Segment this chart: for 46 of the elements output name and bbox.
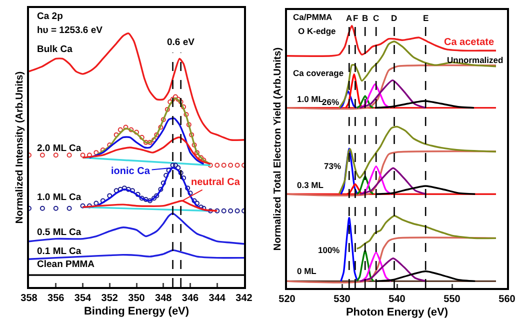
x-tick-label: 358: [20, 293, 38, 304]
annotation: 100%: [318, 245, 340, 255]
annotation: 0 ML: [297, 266, 316, 276]
annotation: Clean PMMA: [37, 259, 95, 270]
x-tick-label: 346: [182, 293, 200, 304]
x-tick-label: 520: [278, 294, 296, 305]
annotation: Unnormalized: [447, 55, 504, 65]
annotation: 2.0 ML Ca: [37, 143, 82, 154]
text: Ca 2p: [37, 11, 64, 22]
x-tick-label: 540: [388, 294, 406, 305]
x-tick-label: 344: [208, 293, 226, 304]
x-tick-label: 560: [498, 294, 516, 305]
annotation: 0.1 ML Ca: [37, 246, 82, 257]
ref-line-label: C: [373, 13, 380, 23]
annotation: 0.3 ML: [297, 180, 324, 190]
annotation: O K-edge: [298, 26, 336, 36]
y-axis-title: Normalized Intensity (Arb.Units): [14, 71, 26, 224]
annotation: 1.0 ML: [297, 94, 324, 104]
series-label: neutral Ca: [191, 177, 240, 188]
ref-line-label: D: [391, 13, 398, 23]
x-tick-label: 352: [101, 293, 118, 304]
y-axis-title: Normalized Total Electron Yield (Arb.Units): [272, 47, 284, 251]
x-tick-label: 342: [236, 293, 253, 304]
annotation: 26%: [322, 97, 340, 107]
annotation: Ca coverage: [293, 68, 344, 78]
legend-label: ionic Ca: [111, 166, 150, 177]
x-tick-label: 550: [444, 294, 461, 305]
x-tick-label: 354: [74, 293, 92, 304]
annotation: 1.0 ML Ca: [37, 192, 82, 203]
x-tick-label: 348: [155, 293, 172, 304]
x-tick-label: 350: [128, 293, 146, 304]
text: Ca/PMMA: [293, 12, 332, 22]
x-axis-title: Photon Energy (eV): [346, 306, 448, 319]
series-label: Ca acetate: [444, 37, 494, 48]
ref-line-label: E: [423, 13, 429, 23]
ref-line-label: B: [362, 13, 368, 23]
ref-line-label: F: [353, 13, 358, 23]
annotation: 0.6 eV: [167, 37, 196, 48]
annotation: hυ = 1253.6 eV: [37, 25, 104, 36]
annotation: 0.5 ML Ca: [37, 227, 82, 238]
x-axis-title: Binding Energy (eV): [84, 306, 190, 318]
annotation: 73%: [324, 161, 342, 171]
x-tick-label: 530: [334, 294, 351, 305]
x-tick-label: 356: [48, 293, 65, 304]
ref-line-label: A: [346, 13, 352, 23]
annotation: Bulk Ca: [37, 44, 74, 55]
